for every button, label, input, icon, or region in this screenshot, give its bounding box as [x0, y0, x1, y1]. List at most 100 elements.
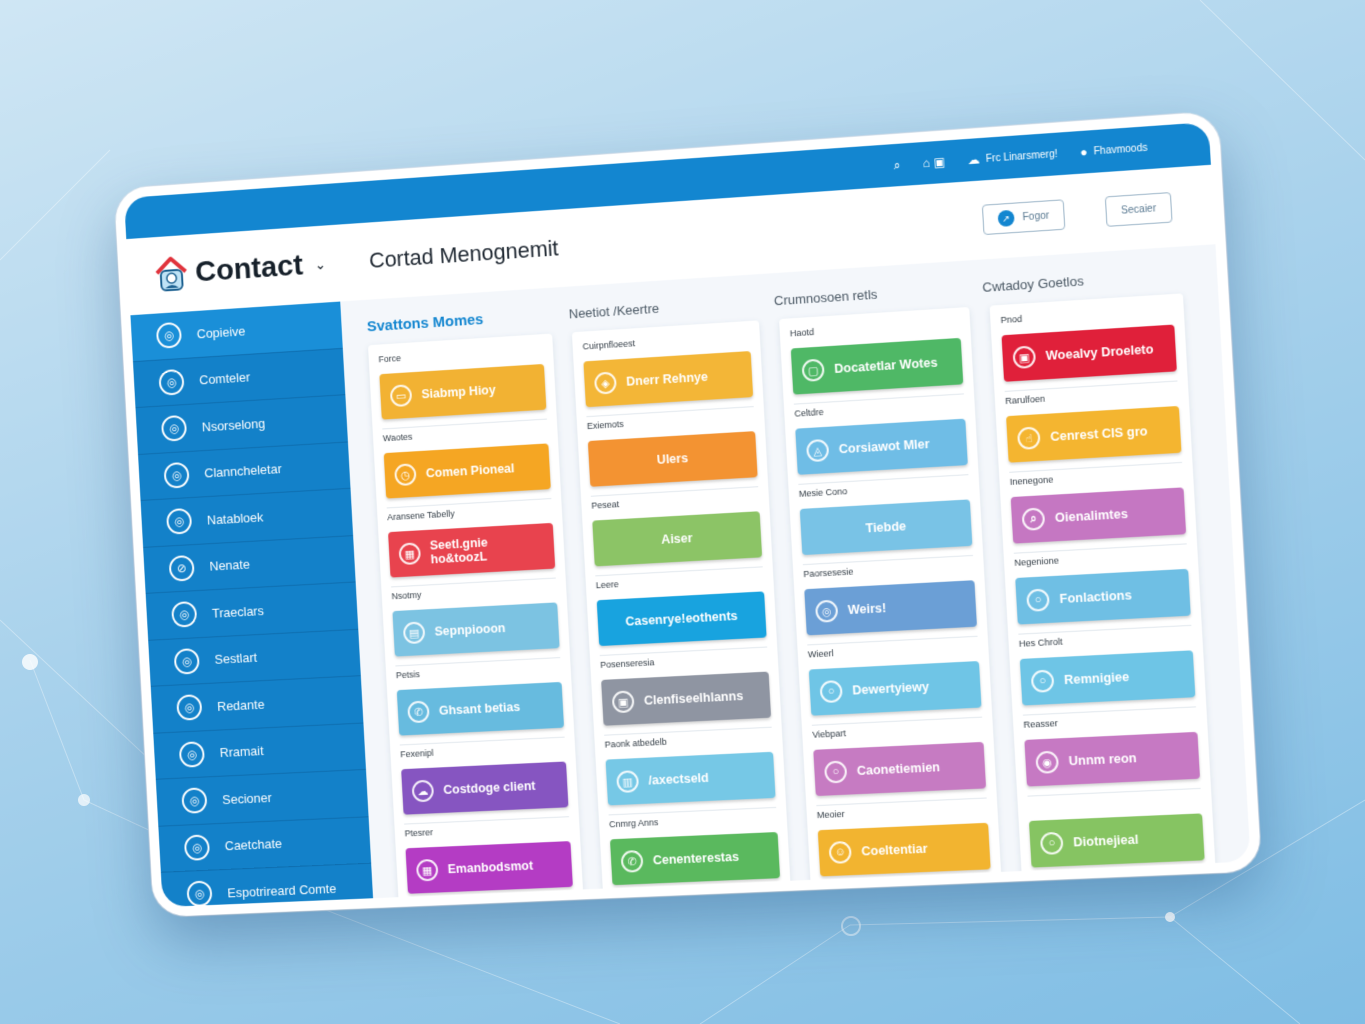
- group-label: Posenseresia: [600, 652, 768, 674]
- group-label: Ptesrer: [404, 821, 570, 842]
- module-card[interactable]: ✆ Ghsant betias: [397, 682, 564, 736]
- block-icon: ⊘: [169, 555, 195, 582]
- card-label: Comen Pioneal: [426, 461, 515, 480]
- module-card[interactable]: ◷ Comen Pioneal: [384, 443, 551, 498]
- module-card[interactable]: ▦ Seetl.gnie ho&toozL: [388, 523, 555, 578]
- globe-icon: ◎: [171, 601, 197, 628]
- sidebar-item-label: Natabloek: [207, 509, 264, 527]
- group-label: Peseat: [591, 491, 759, 514]
- module-card[interactable]: ○ Diotnejieal: [1029, 813, 1205, 867]
- phone-icon: ✆: [407, 700, 430, 723]
- module-card[interactable]: ▢ Docatetlar Wotes: [791, 338, 964, 395]
- main-content: Svattons Momes Neetiot /Keertre Crumnoso…: [340, 244, 1250, 898]
- card-group: Negenione ○ Fonlactions: [1014, 544, 1192, 634]
- module-card[interactable]: ☝ Cenrest CIS gro: [1006, 406, 1181, 463]
- card-label: Oienalimtes: [1055, 507, 1129, 525]
- column-heading: Crumnosoen retls: [774, 279, 983, 308]
- card-group: Fncicel: [613, 888, 785, 917]
- card-label: Diotnejieal: [1073, 833, 1139, 850]
- card-label: Aiser: [661, 531, 693, 547]
- module-card[interactable]: ○ Caonetiemien: [813, 742, 986, 796]
- card-label: Tiebde: [865, 519, 906, 535]
- module-card[interactable]: ⌕ Oienalimtes: [1011, 487, 1187, 543]
- module-card[interactable]: ◉ Unnm reon: [1024, 732, 1200, 787]
- card-group: Leere Casenrye!eothents: [595, 567, 767, 656]
- module-card[interactable]: ○ Dewertyiewy: [809, 661, 982, 716]
- topbar-messages[interactable]: ⌂ ▣: [922, 155, 945, 171]
- secondary-button[interactable]: Secaier: [1105, 192, 1173, 227]
- column-3: Haotd ▢ Docatetlar Wotes Celtdre ◬ Corsiawot …: [779, 307, 1003, 917]
- module-card[interactable]: Casenrye!eothents: [597, 591, 767, 646]
- card-group: Hes Chrolt ○ Remnigiee: [1018, 626, 1196, 716]
- card-label: Dnerr Rehnye: [626, 370, 708, 389]
- module-card[interactable]: ☺ Coeltentiar: [818, 823, 991, 877]
- card-group: Haotd ▢ Docatetlar Wotes: [789, 314, 963, 405]
- page-title: Cortad Menognemit: [368, 235, 559, 273]
- module-card[interactable]: Tiebde: [800, 499, 973, 555]
- group-label: Viebpart: [812, 722, 983, 744]
- card-group: Petsis ✆ Ghsant betias: [395, 658, 564, 745]
- sidebar-item-label: Copieive: [196, 323, 245, 341]
- card-group: Fexenipl ☁ Costdoge client: [400, 738, 569, 825]
- group-label: Hes Chrolt: [1019, 630, 1193, 653]
- circle-icon: ○: [1031, 669, 1055, 692]
- module-card[interactable]: ◈ Dnerr Rehnye: [583, 351, 753, 407]
- cloud-icon: ☁: [967, 152, 980, 167]
- card-group: Posenseresia ▣ Clenfiseelhlanns: [600, 647, 772, 735]
- module-card[interactable]: ○ Remnigiee: [1020, 650, 1196, 705]
- module-card[interactable]: ▦ Emanbodsmot: [405, 841, 572, 894]
- topbar-account[interactable]: ☁ Frc Linarsmerg!: [967, 147, 1058, 167]
- search-button[interactable]: ↗ Fogor: [982, 199, 1066, 235]
- search-icon[interactable]: ⌕: [893, 157, 901, 173]
- logo[interactable]: Contact ⌄: [127, 241, 370, 296]
- module-card[interactable]: ◎ Weirs!: [804, 580, 977, 635]
- logo-text: Contact: [194, 249, 303, 290]
- circle-icon: ○: [1026, 588, 1050, 611]
- image-icon: ▣: [612, 690, 635, 713]
- group-label: Lifrorelotus: [821, 883, 992, 904]
- sidebar-item-13[interactable]: ◎ Espotrireard Comte: [161, 864, 374, 918]
- sidebar-item-label: Secioner: [222, 790, 272, 807]
- card-group: Exiemots Ulers: [586, 407, 758, 497]
- messages-icon: ⌂ ▣: [922, 155, 945, 171]
- column-4: Pnod ▣ Woealvy Droeleto Rarulfoen ☝ Cenrest C…: [990, 293, 1218, 912]
- card-label: Weirs!: [847, 601, 886, 617]
- module-card[interactable]: ▣ Clenfiseelhlanns: [601, 672, 771, 726]
- card-label: Docatetlar Wotes: [834, 356, 938, 376]
- folder-icon: ▭: [390, 384, 413, 407]
- chevron-down-icon[interactable]: ⌄: [314, 256, 326, 273]
- card-label: Seetl.gnie ho&toozL: [429, 532, 544, 566]
- module-card[interactable]: Ulers: [588, 431, 758, 487]
- card-label: Casenrye!eothents: [625, 609, 738, 629]
- card-group: Peseat Aiser: [591, 487, 763, 576]
- lock-icon: ▣: [1012, 345, 1036, 369]
- globe-icon: ◎: [166, 508, 192, 535]
- module-card[interactable]: ☁ Costdoge client: [401, 761, 568, 814]
- search-button-label: Fogor: [1022, 210, 1049, 223]
- module-card[interactable]: ▣ Woealvy Droeleto: [1001, 325, 1176, 382]
- topbar-user[interactable]: ● Fhavmoods: [1080, 141, 1148, 160]
- module-card[interactable]: ◬ Corsiawot Mler: [795, 419, 968, 475]
- module-card[interactable]: ▥ /axectseld: [606, 752, 776, 806]
- circle-icon: ○: [824, 760, 847, 783]
- card-label: Caonetiemien: [856, 760, 940, 778]
- card-label: Sepnpiooon: [434, 621, 506, 639]
- globe-icon: ◎: [174, 648, 200, 675]
- module-card[interactable]: ✆ Cenenterestas: [610, 832, 780, 885]
- card-group: Waotes ◷ Comen Pioneal: [382, 420, 551, 509]
- group-label: Inenegone: [1009, 467, 1183, 491]
- card-group: Mesie Cono Tiebde: [798, 475, 973, 565]
- card-group: Force ▭ Siabmp Hioy: [378, 340, 547, 429]
- module-card[interactable]: Aiser: [592, 511, 762, 566]
- card-label: Corsiawot Mler: [838, 437, 930, 456]
- smile-icon: ☺: [828, 841, 851, 864]
- module-card[interactable]: ○ Fonlactions: [1015, 569, 1191, 625]
- module-card[interactable]: ▭ Siabmp Hioy: [379, 364, 546, 420]
- group-label: Crrastaly: [409, 901, 575, 917]
- grid-icon: ▦: [416, 859, 439, 882]
- group-label: Leere: [596, 571, 764, 594]
- module-card[interactable]: ▤ Sepnpiooon: [392, 602, 559, 656]
- globe-icon: ◎: [163, 462, 189, 489]
- card-label: Fonlactions: [1059, 588, 1132, 606]
- target-icon: ◉: [1035, 751, 1059, 774]
